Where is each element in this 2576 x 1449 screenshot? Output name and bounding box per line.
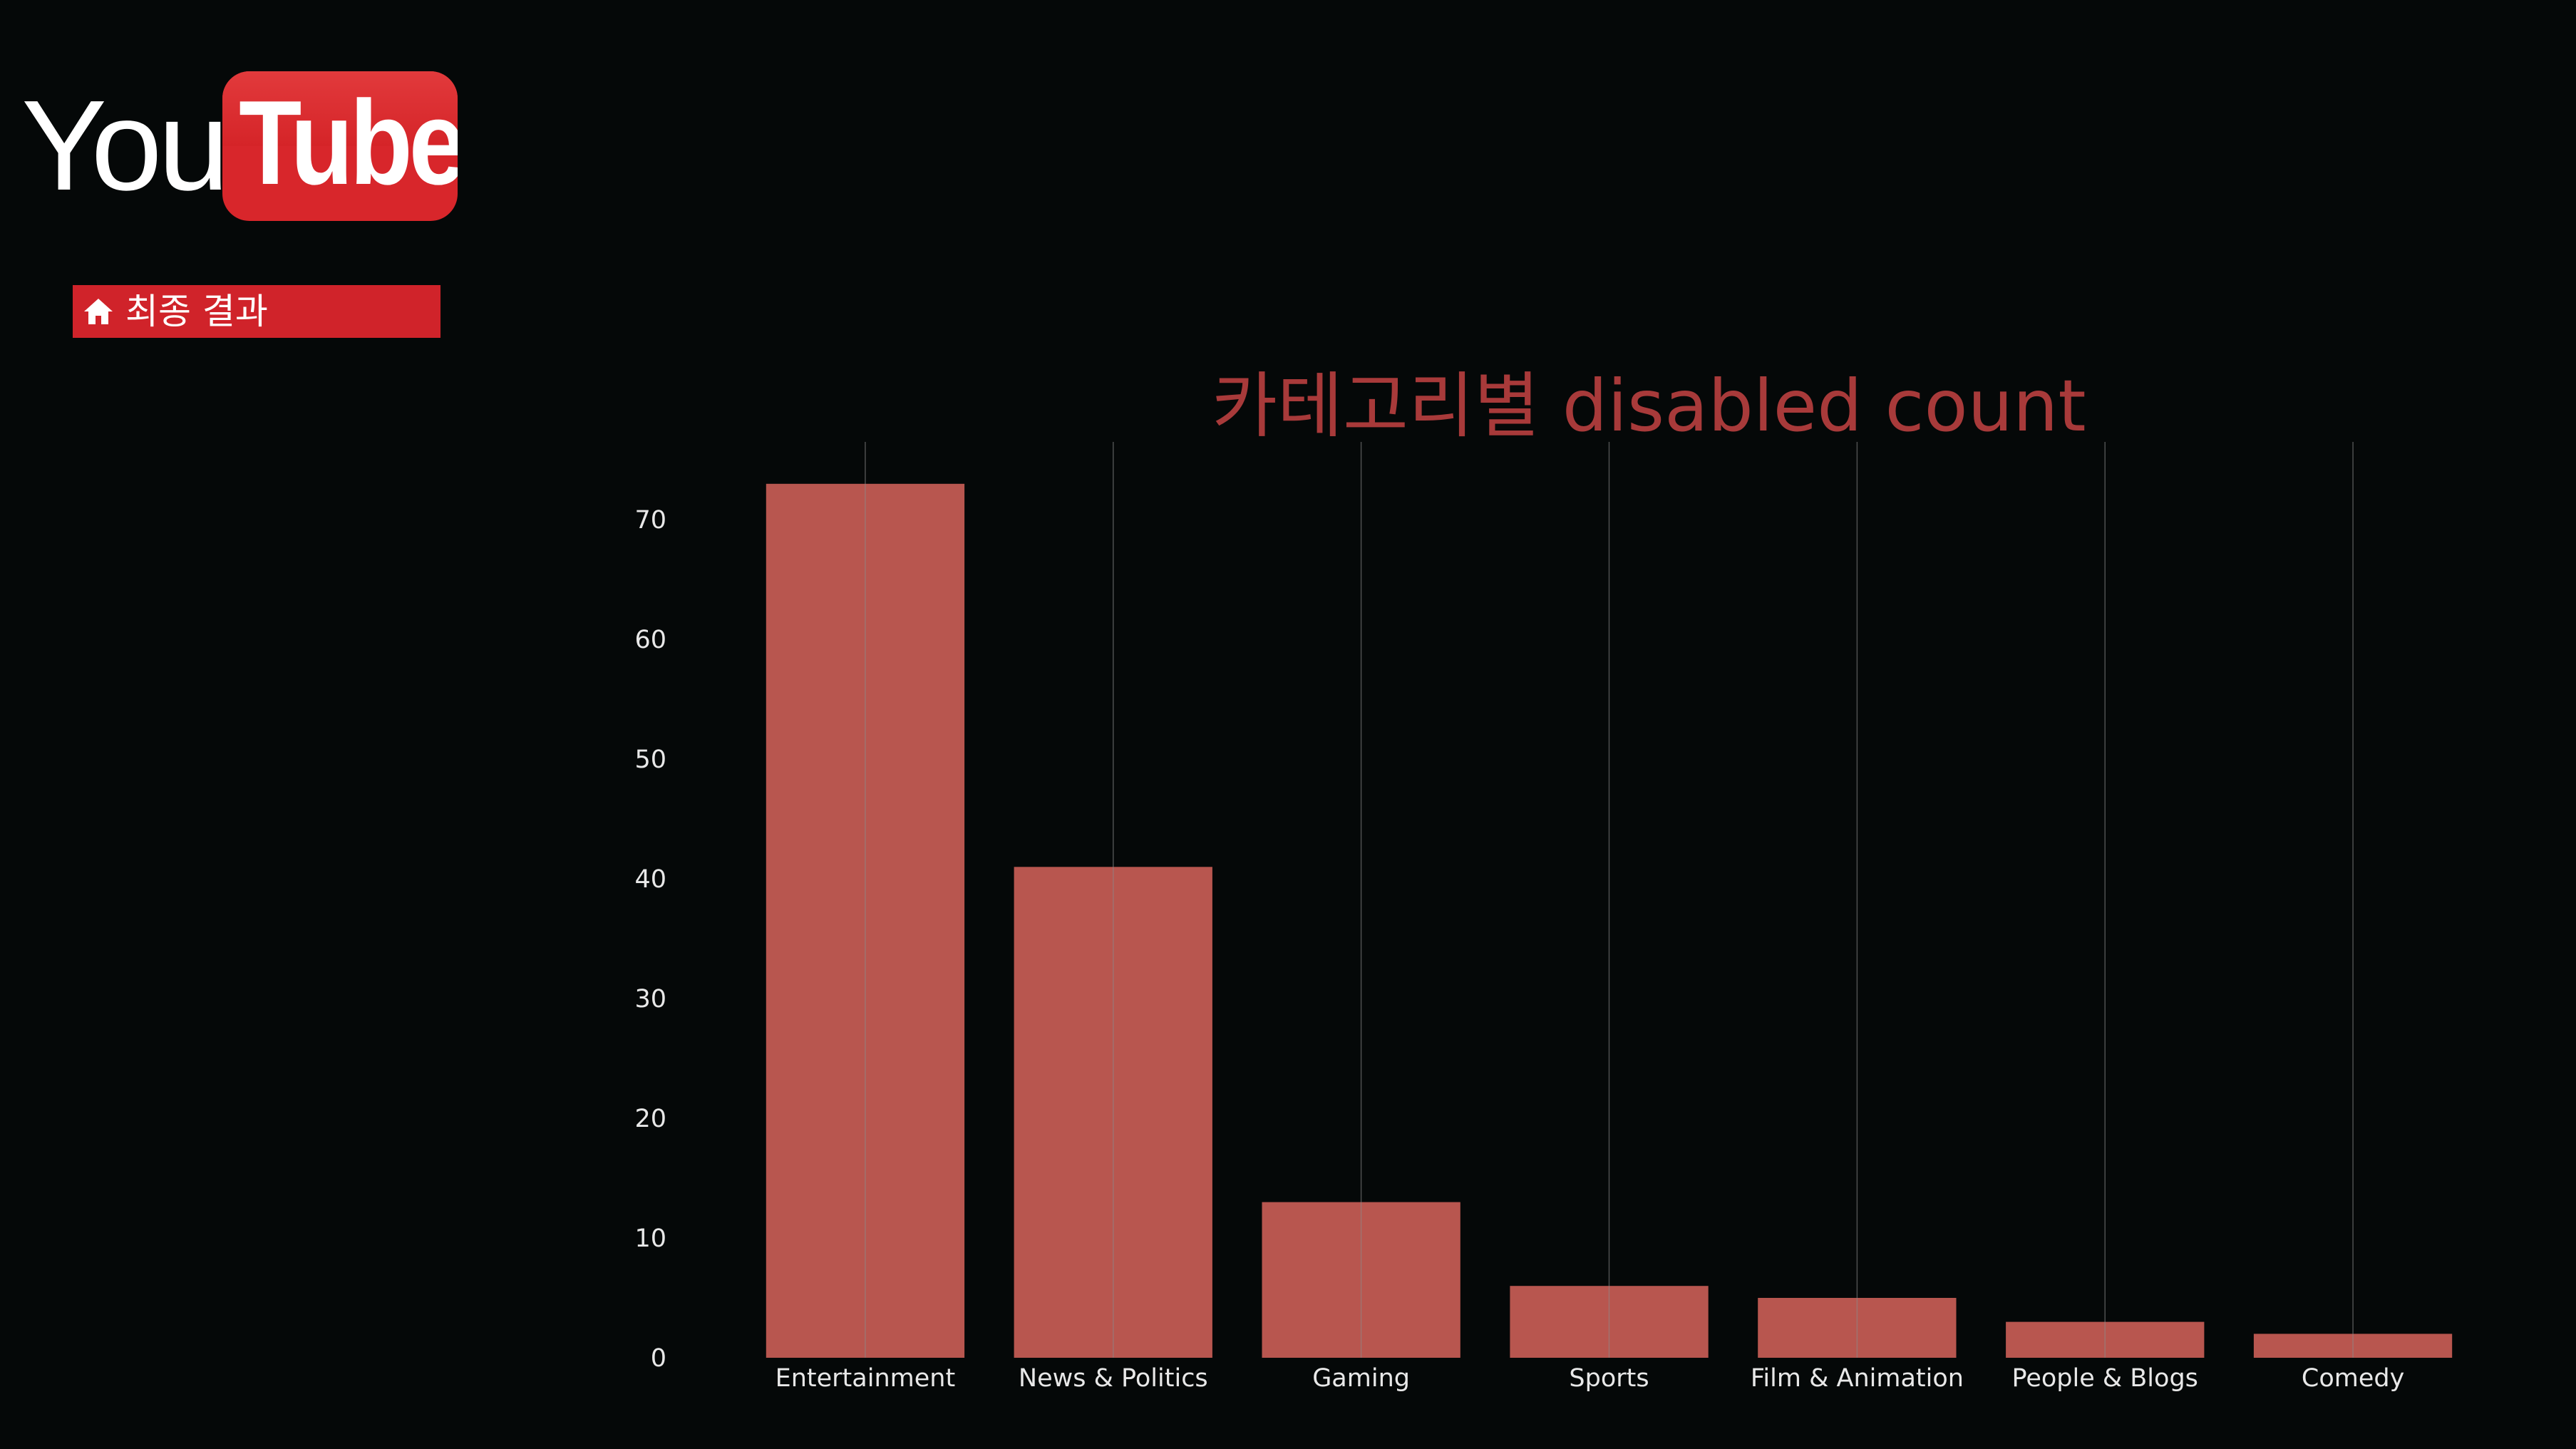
y-tick-label: 10 <box>634 1224 666 1253</box>
x-tick-label: News & Politics <box>1019 1364 1208 1393</box>
logo-text-tube: Tube <box>239 76 458 210</box>
x-tick-label: Gaming <box>1312 1364 1410 1393</box>
x-tick-label: Sports <box>1569 1364 1649 1393</box>
logo-tube-box: Tube <box>222 71 458 221</box>
x-tick-label: Film & Animation <box>1751 1364 1964 1393</box>
home-nav-badge[interactable]: 최종 결과 <box>73 285 441 338</box>
chart-title: 카테고리별 disabled count <box>1212 364 2086 448</box>
y-tick-label: 50 <box>634 746 666 774</box>
y-tick-label: 0 <box>651 1344 666 1373</box>
home-icon <box>84 299 113 324</box>
x-tick-label: Entertainment <box>776 1364 956 1393</box>
y-tick-label: 20 <box>634 1105 666 1133</box>
y-tick-label: 70 <box>634 506 666 535</box>
y-tick-label: 60 <box>634 626 666 654</box>
y-tick-label: 40 <box>634 865 666 894</box>
logo-text-you: You <box>21 74 230 217</box>
y-tick-label: 30 <box>634 985 666 1014</box>
x-tick-label: Comedy <box>2302 1364 2404 1393</box>
x-tick-label: People & Blogs <box>2011 1364 2198 1393</box>
youtube-logo: You Tube <box>21 71 458 221</box>
home-nav-label: 최종 결과 <box>125 291 268 332</box>
